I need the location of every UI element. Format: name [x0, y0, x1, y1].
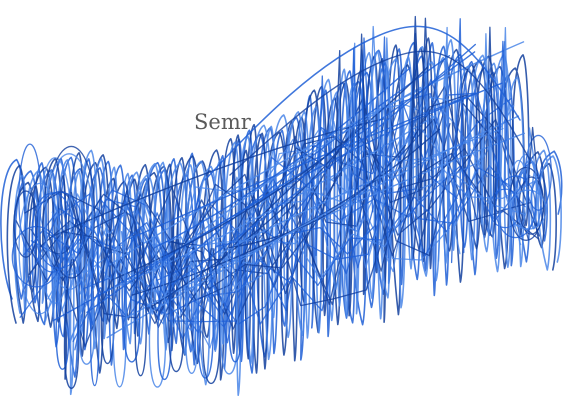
ink-stroke	[480, 33, 493, 225]
ink-stroke	[498, 26, 511, 247]
ink-stroke	[18, 182, 62, 315]
ink-stroke	[100, 233, 115, 365]
ink-stroke	[74, 92, 508, 351]
ink-stroke	[419, 17, 433, 197]
ink-stroke	[168, 239, 185, 373]
ink-stroke	[134, 242, 147, 377]
ink-stroke	[89, 240, 100, 387]
ink-stroke	[508, 166, 545, 241]
printed-word: Semr	[194, 110, 251, 134]
ink-stroke	[204, 25, 521, 181]
ink-stroke	[408, 15, 423, 201]
ink-stroke	[31, 192, 75, 273]
ink-stroke	[228, 230, 243, 363]
ink-stroke	[53, 149, 538, 311]
ink-stroke	[228, 144, 406, 249]
ink-stroke	[15, 106, 451, 330]
ink-stroke	[157, 251, 172, 381]
ink-stroke	[0, 41, 563, 378]
ink-stroke	[527, 126, 539, 187]
ink-stroke	[112, 66, 429, 281]
ink-stroke	[148, 128, 356, 309]
ink-stroke	[450, 18, 465, 264]
ink-stroke	[333, 49, 343, 187]
ink-stroke	[356, 33, 368, 190]
ink-stroke	[44, 153, 94, 291]
ink-stroke	[67, 136, 482, 313]
ink-stroke	[108, 41, 525, 266]
ink-stroke	[51, 117, 387, 238]
ink-stroke	[148, 246, 167, 388]
ink-stroke	[72, 101, 458, 343]
ink-stroke	[34, 191, 84, 269]
ink-stroke	[55, 245, 70, 370]
ink-stroke	[381, 37, 396, 245]
ink-stroke	[220, 248, 239, 375]
ink-stroke	[509, 189, 547, 230]
ink-stroke	[345, 42, 356, 194]
ink-stroke	[229, 50, 531, 176]
ink-stroke	[409, 32, 420, 211]
ink-stroke	[495, 40, 510, 197]
ink-stroke	[106, 115, 520, 339]
ink-stroke	[525, 127, 540, 205]
ink-stroke	[183, 55, 451, 262]
ink-stroke	[22, 93, 493, 328]
ink-stroke	[38, 157, 72, 304]
ink-stroke	[367, 25, 382, 185]
ink-stroke	[185, 254, 199, 374]
ink-stroke	[218, 127, 504, 255]
ink-stroke	[315, 75, 329, 257]
ink-stroke	[13, 39, 562, 396]
ink-stroke	[197, 240, 214, 379]
ink-stroke	[24, 94, 540, 290]
ink-stroke	[18, 143, 42, 253]
ink-stroke	[123, 238, 141, 363]
ink-stroke	[375, 36, 389, 269]
ink-stroke	[78, 258, 95, 365]
ink-stroke	[63, 259, 80, 389]
ink-stroke	[42, 191, 77, 255]
ink-stroke	[180, 145, 338, 318]
ink-stroke	[112, 231, 127, 388]
ink-stroke	[6, 37, 557, 381]
ink-stroke	[153, 67, 411, 249]
ink-stroke	[483, 26, 496, 236]
ink-stroke	[202, 248, 221, 385]
ink-stroke	[437, 26, 449, 262]
ink-stroke	[359, 37, 374, 223]
